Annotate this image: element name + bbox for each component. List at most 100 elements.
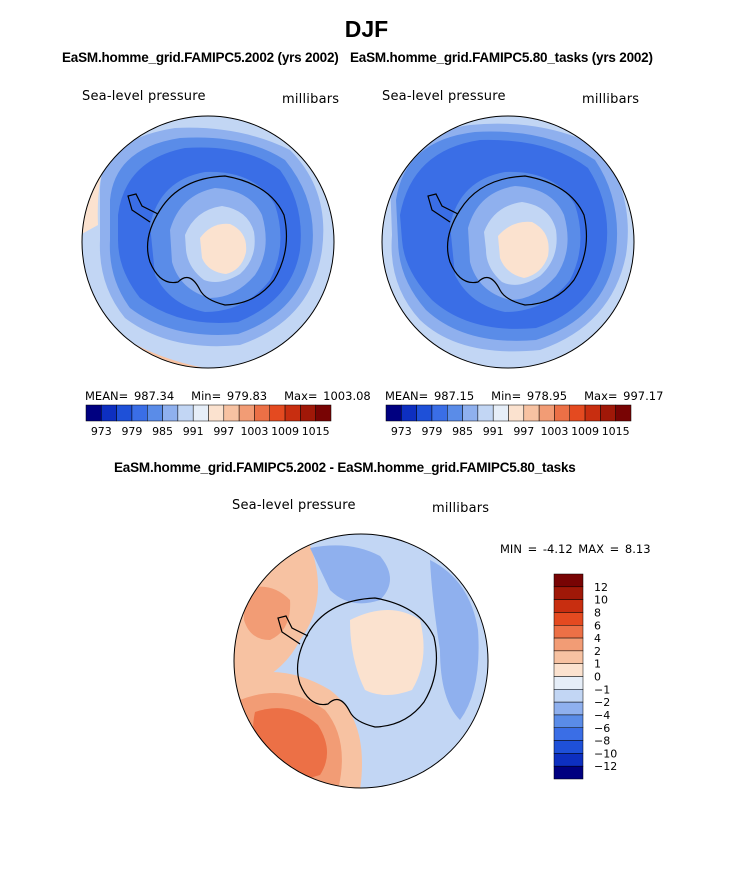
map-diff-fill-center-warm [350,610,424,695]
cbar2-swatch [569,404,586,422]
colorbar-diff-tick-label: −1 [594,683,610,696]
colorbar-diff-swatch [553,612,584,626]
colorbar-diff-tick-label: 4 [594,632,601,645]
map-1 [81,115,335,369]
cbar1-swatch [131,404,148,422]
cbar1-swatch [192,404,209,422]
panel-1-variable: Sea-level pressure [82,89,206,104]
panel-2-variable: Sea-level pressure [382,89,506,104]
cbar2-tick-label: 973 [391,425,412,438]
cbar2-swatch [416,404,433,422]
map-1-border [81,115,335,369]
panel-1-mean: 987.34 [133,389,175,403]
cbar2-swatch [508,404,525,422]
map-diff-fill-ne [310,545,390,604]
cbar2-swatch [615,404,632,422]
panel-2-mean-label: MEAN= [385,389,429,403]
cbar2-swatch [492,404,509,422]
colorbar-diff-tick-label: 12 [594,581,608,594]
map-2 [381,115,635,369]
cbar2-swatch [584,404,601,422]
colorbar-diff-tick-label: −6 [594,722,610,735]
colorbar-diff-swatch [553,689,584,703]
cbar2-swatch [401,404,417,422]
panel-1-units: millibars [282,92,340,107]
panel-1-stats: MEAN= 987.34 Min= 979.83 Max= 1003.08 [85,389,371,403]
cbar1-swatch [208,404,225,422]
colorbar-diff-tick-label: 2 [594,645,601,658]
panel-2-stats: MEAN= 987.15 Min= 978.95 Max= 997.17 [385,389,663,403]
panel-2-mean: 987.15 [433,389,475,403]
colorbar-diff-tick-label: 6 [594,619,601,632]
map-diff-fill-e [430,560,479,720]
cbar2-tick-label: 1009 [571,425,599,438]
map-2-coastline [447,175,588,306]
panel-1-min: 979.83 [226,389,268,403]
colorbar-diff-swatch [553,676,584,690]
map-1-peninsula [127,193,159,223]
map-diff [233,533,489,789]
diff-max-label: MAX = [578,542,620,556]
cbar1-tick-label: 1015 [302,425,330,438]
panel-2-max-label: Max= [584,389,618,403]
panel-2-title: EaSM.homme_grid.FAMIPC5.80_tasks (yrs 20… [350,50,653,65]
colorbar-diff-swatch [553,740,584,754]
cbar1-swatch [300,404,316,422]
cbar1-swatch [147,404,163,422]
cbar1-swatch [238,404,255,422]
map-diff-border [233,533,489,789]
map-diff-peninsula [277,615,309,645]
colorbar-diff-tick-label: 0 [594,671,601,684]
diff-variable: Sea-level pressure [232,498,356,513]
cbar1-tick-label: 1003 [240,425,268,438]
colorbar-diff-swatch [553,701,584,716]
colorbar-diff-tick-label: 1 [594,658,601,671]
panel-2-min: 978.95 [526,389,568,403]
panel-2-units: millibars [582,92,640,107]
colorbar-diff-swatch [553,637,584,652]
diff-title: EaSM.homme_grid.FAMIPC5.2002 - EaSM.homm… [114,460,576,475]
colorbar-diff-tick-label: 10 [594,594,608,607]
cbar1-tick-label: 979 [121,425,142,438]
cbar2-swatch [538,404,555,422]
cbar2-tick-label: 979 [421,425,442,438]
colorbar-diff-tick-label: −4 [594,709,610,722]
diff-minmax: MIN = -4.12 MAX = 8.13 [500,542,651,556]
cbar1-tick-label: 991 [183,425,204,438]
cbar1-swatch [85,404,102,422]
cbar1-swatch [284,404,301,422]
diff-max: 8.13 [624,542,651,556]
colorbar-diff-swatch [553,727,584,741]
panel-1-max: 1003.08 [323,389,371,403]
colorbar-diff-swatch [553,765,584,780]
panel-2-min-label: Min= [491,389,522,403]
diff-min: -4.12 [542,542,573,556]
cbar1-swatch [269,404,286,422]
panel-1-mean-label: MEAN= [85,389,129,403]
cbar1-swatch [177,404,194,422]
cbar2-swatch [523,404,540,422]
cbar1-swatch [223,404,240,422]
map-1-coastline [147,175,288,306]
colorbar-diff-swatch [553,625,584,639]
cbar1-tick-label: 1009 [271,425,299,438]
cbar1-swatch [101,404,117,422]
colorbar-diff-swatch [553,753,584,767]
cbar2-swatch [554,404,570,422]
cbar1-tick-label: 997 [213,425,234,438]
colorbar-diff-tick-label: −12 [594,760,617,773]
cbar1-tick-label: 973 [91,425,112,438]
cbar2-swatch [600,404,616,422]
cbar1-swatch [162,404,179,422]
diff-units: millibars [432,501,490,516]
colorbar-1: 973 979 985 991 997 1003 1009 1015 [85,404,332,438]
cbar1-swatch [315,404,332,422]
cbar2-swatch [477,404,494,422]
cbar2-swatch [431,404,448,422]
cbar1-swatch [254,404,270,422]
colorbar-diff-swatch [553,714,584,728]
season-title: DJF [344,16,389,42]
map-2-peninsula [427,193,459,223]
